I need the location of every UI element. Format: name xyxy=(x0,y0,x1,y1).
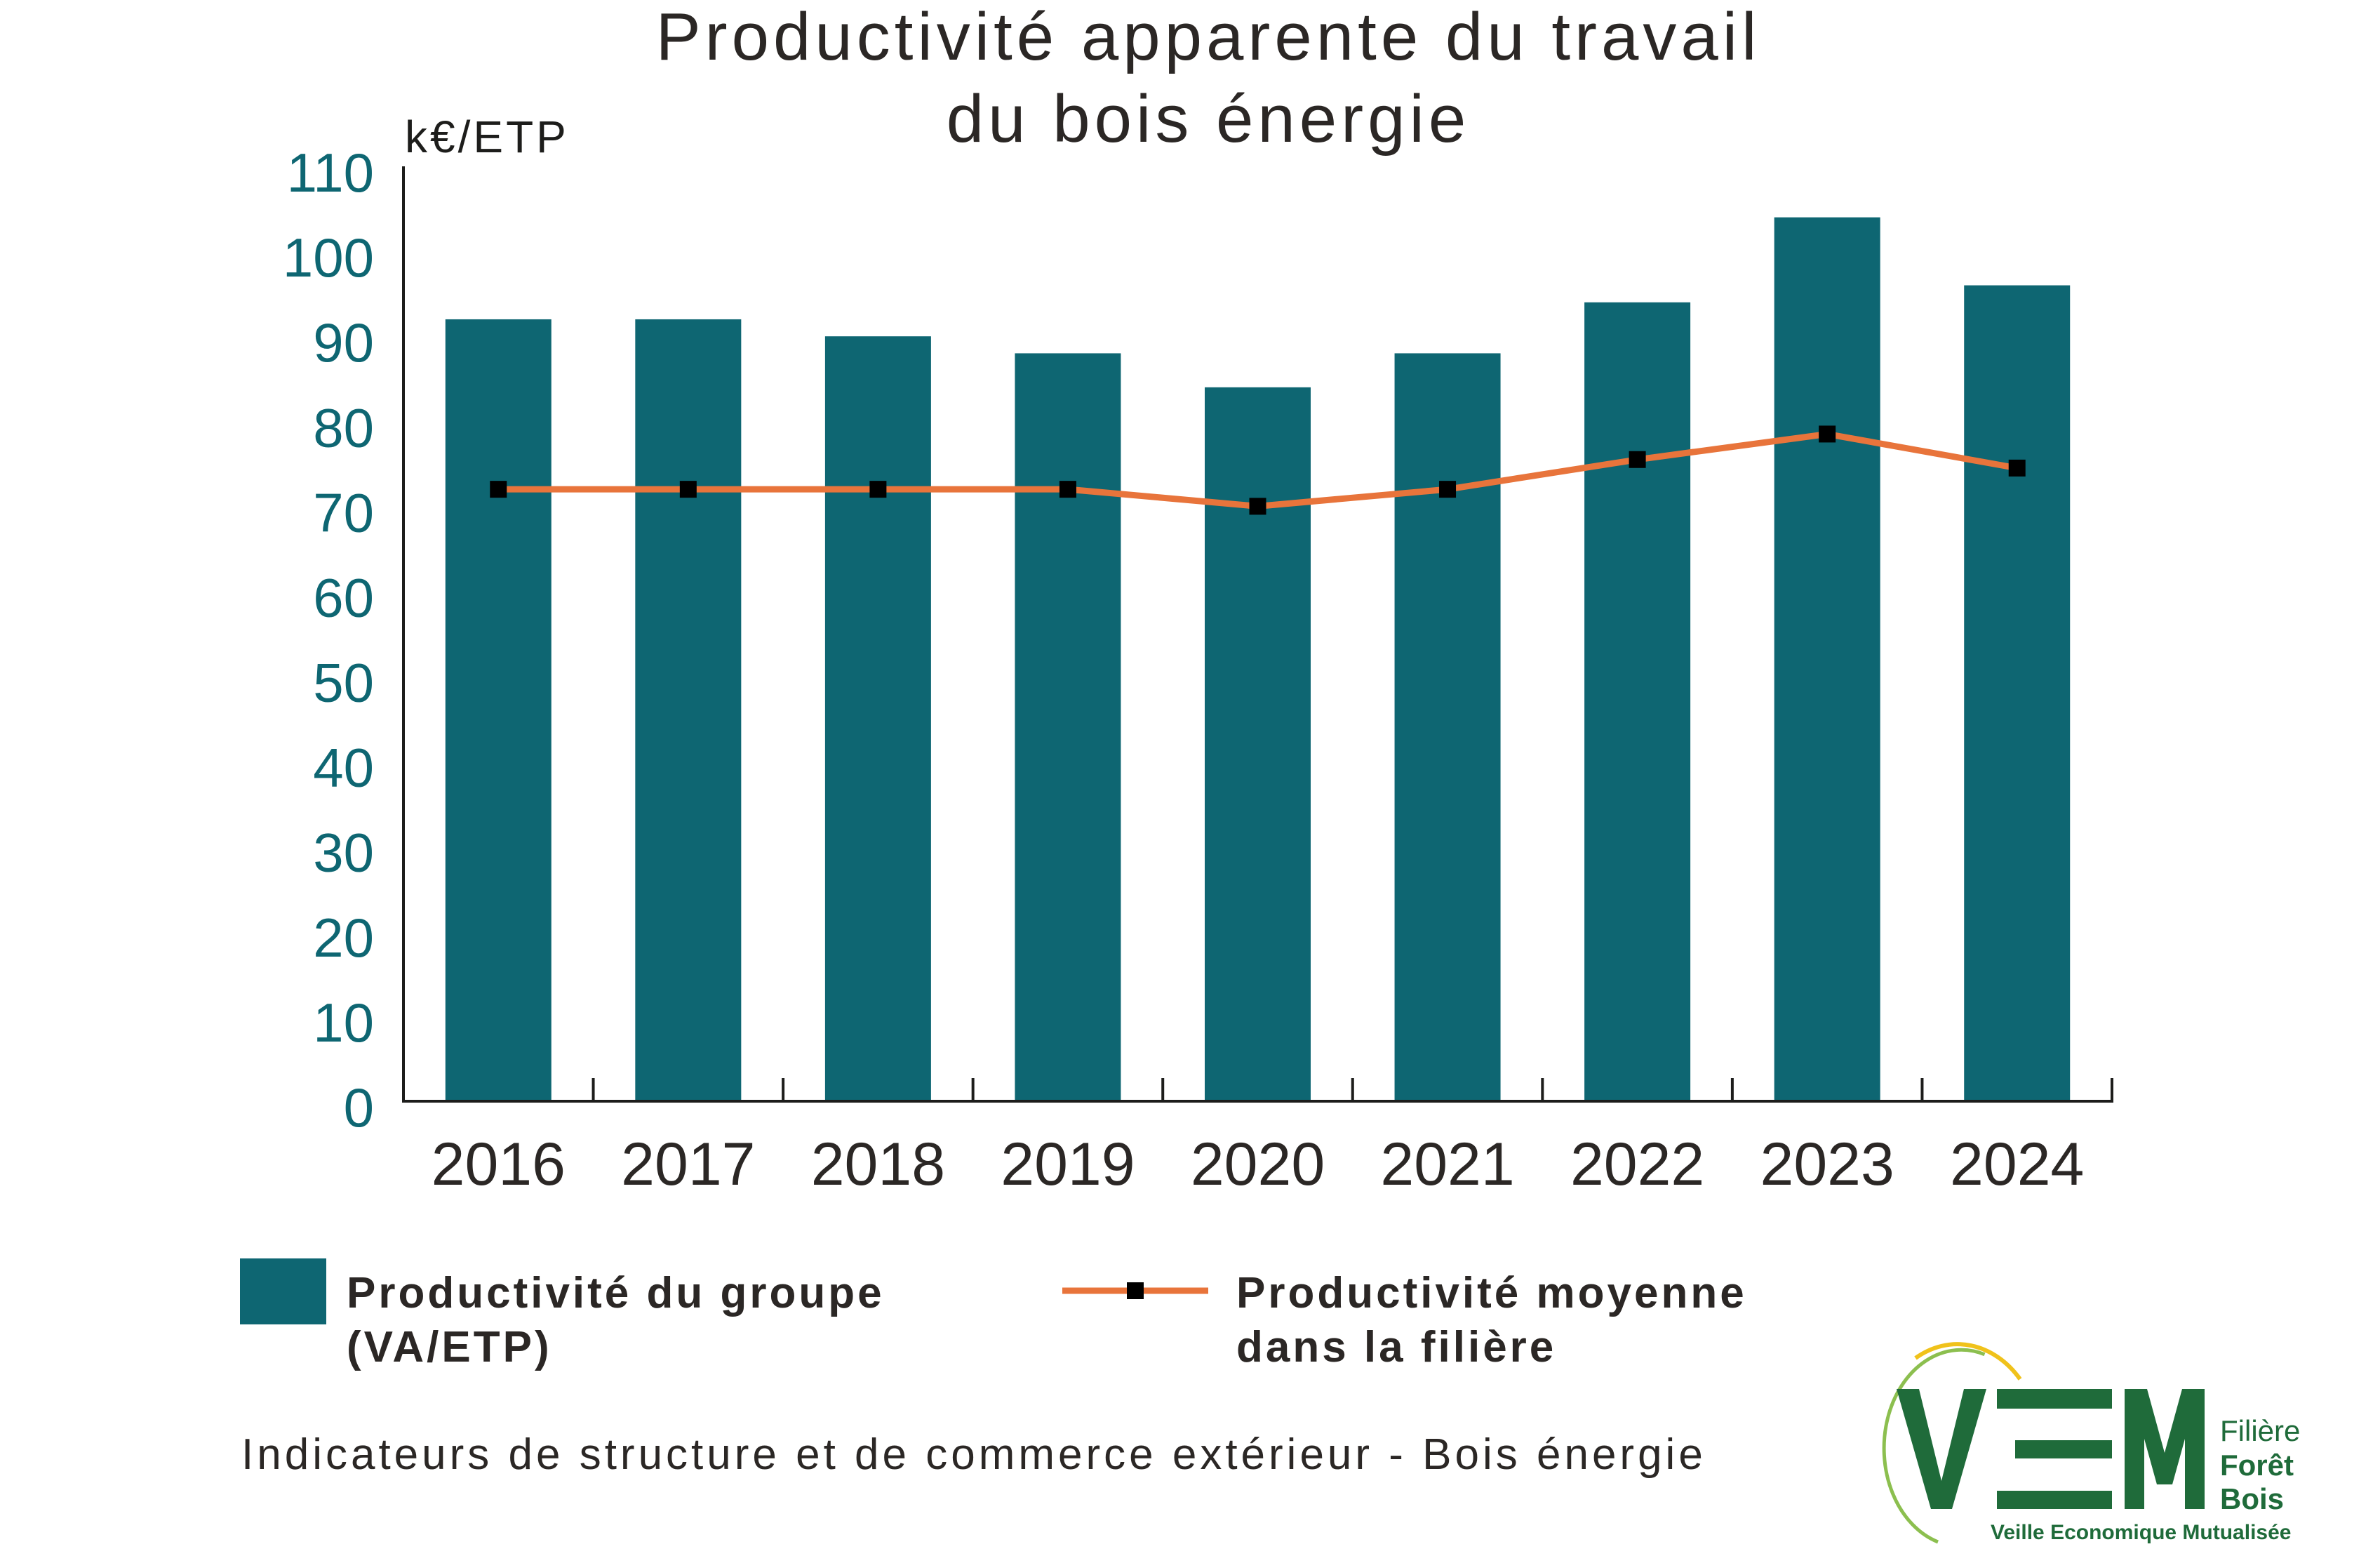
average-marker-2016 xyxy=(490,481,507,498)
x-tick-label-2018: 2018 xyxy=(811,1131,945,1198)
y-tick-label-70: 70 xyxy=(313,481,374,543)
x-tick-label-2017: 2017 xyxy=(621,1131,755,1198)
legend-swatch-bars xyxy=(240,1258,326,1324)
average-marker-2024 xyxy=(2008,459,2026,477)
bar-2020 xyxy=(1205,387,1311,1101)
average-marker-2018 xyxy=(869,481,887,498)
bar-2018 xyxy=(824,336,931,1101)
y-tick-label-20: 20 xyxy=(313,907,374,969)
y-tick-label-80: 80 xyxy=(313,397,374,458)
vem-logo: Filière Forêt Bois Veille Economique Mut… xyxy=(1882,1342,2300,1544)
y-tick-label-110: 110 xyxy=(287,142,374,204)
bar-2024 xyxy=(1964,285,2071,1101)
bar-2017 xyxy=(635,319,742,1101)
average-marker-2017 xyxy=(679,481,697,498)
y-tick-label-50: 50 xyxy=(313,652,374,714)
bar-2019 xyxy=(1015,353,1121,1101)
average-marker-2023 xyxy=(1819,425,1836,443)
bar-2016 xyxy=(445,319,551,1101)
logo-text-bois: Bois xyxy=(2220,1482,2284,1515)
average-marker-2020 xyxy=(1249,498,1266,515)
logo-green-arc xyxy=(1882,1348,1986,1544)
x-tick-label-2016: 2016 xyxy=(432,1131,566,1198)
y-tick-label-90: 90 xyxy=(313,312,374,373)
chart-title: Productivité apparente du travail du boi… xyxy=(655,0,1761,157)
average-marker-2022 xyxy=(1629,451,1646,468)
average-marker-2021 xyxy=(1439,481,1457,498)
logo-tagline: Veille Economique Mutualisée xyxy=(1991,1521,2291,1544)
x-tick-label-2021: 2021 xyxy=(1380,1131,1514,1198)
legend-label-group-productivity: Productivité du groupe (VA/ETP) xyxy=(347,1269,885,1371)
logo-letter-e-bottom-bar xyxy=(1997,1491,2112,1509)
x-tick-label-2019: 2019 xyxy=(1001,1131,1135,1198)
logo-yellow-arc xyxy=(1914,1342,2022,1381)
y-tick-label-40: 40 xyxy=(313,737,374,799)
logo-text-foret: Forêt xyxy=(2220,1449,2294,1482)
legend-swatch-line xyxy=(1062,1282,1208,1299)
legend-line-marker xyxy=(1127,1282,1144,1299)
y-tick-label-100: 100 xyxy=(283,227,374,288)
logo-letter-e-top-bar xyxy=(1997,1389,2112,1409)
average-marker-2019 xyxy=(1059,481,1076,498)
bar-2022 xyxy=(1584,302,1691,1101)
x-tick-label-2022: 2022 xyxy=(1570,1131,1704,1198)
logo-letter-v xyxy=(1897,1389,1986,1509)
legend-label-average-productivity: Productivité moyenne dans la filière xyxy=(1236,1269,1747,1371)
y-axis-unit-label: k€/ETP xyxy=(405,112,569,162)
y-tick-label-0: 0 xyxy=(344,1077,374,1138)
logo-letter-m xyxy=(2125,1389,2205,1509)
bar-line-chart: 2016 2017 2018 2019 2020 2021 2022 2023 2024 0 10 2… xyxy=(283,142,2113,1198)
y-tick-label-60: 60 xyxy=(313,566,374,628)
bar-2021 xyxy=(1394,353,1501,1101)
x-tick-label-2024: 2024 xyxy=(1950,1131,2084,1198)
y-tick-label-30: 30 xyxy=(313,822,374,884)
x-tick-label-2023: 2023 xyxy=(1760,1131,1894,1198)
y-tick-label-10: 10 xyxy=(313,992,374,1053)
source-note: Indicateurs de structure et de commerce … xyxy=(241,1430,1706,1479)
logo-text-filiere: Filière xyxy=(2220,1414,2300,1447)
logo-letter-e-middle-bar xyxy=(2015,1440,2112,1458)
bar-2023 xyxy=(1774,217,1880,1101)
x-tick-label-2020: 2020 xyxy=(1191,1131,1325,1198)
